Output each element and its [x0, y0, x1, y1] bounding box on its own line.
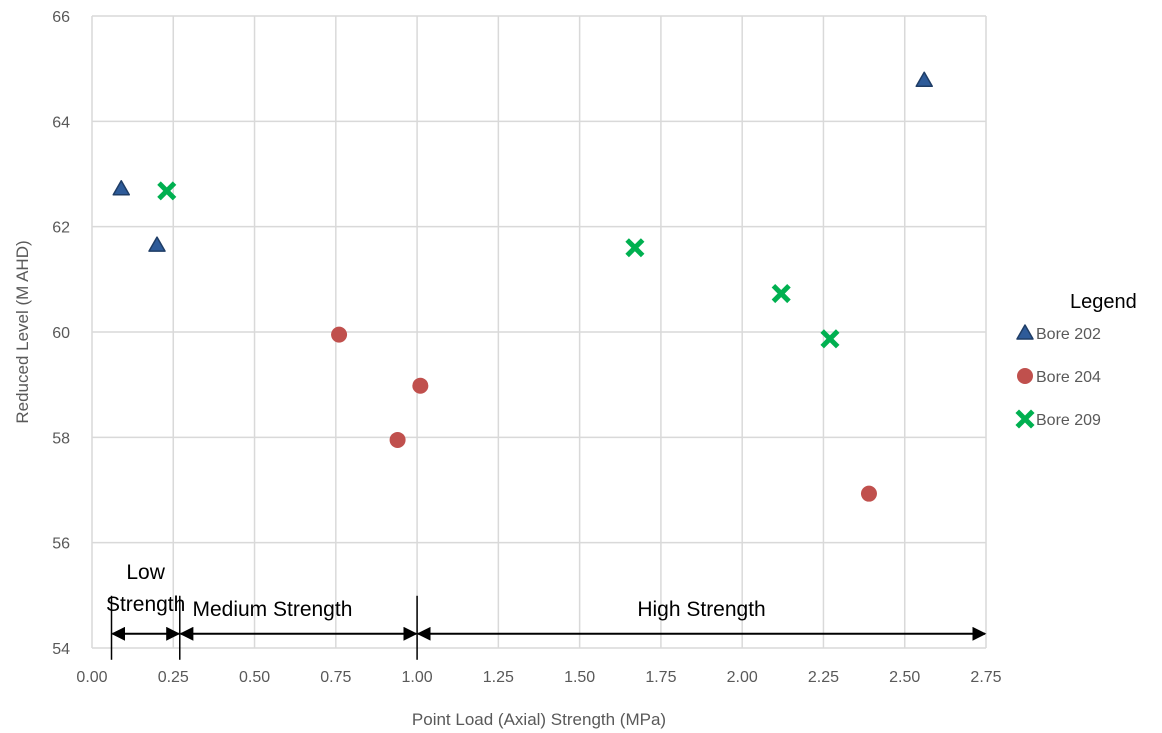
- y-tick-label: 56: [52, 536, 70, 553]
- data-point-circle: [389, 431, 406, 448]
- x-axis-title: Point Load (Axial) Strength (MPa): [412, 710, 666, 729]
- y-tick-label: 64: [52, 114, 70, 131]
- data-point-triangle: [112, 179, 131, 196]
- legend-entry: Bore 209: [1036, 412, 1101, 429]
- x-tick-label: 0.00: [76, 669, 107, 686]
- data-point-cross: [820, 329, 840, 349]
- x-tick-label: 0.75: [320, 669, 351, 686]
- legend-entry: Bore 202: [1036, 326, 1101, 343]
- data-point-triangle: [148, 236, 166, 252]
- zone-label: Strength: [106, 593, 185, 616]
- zone-label: High Strength: [637, 598, 765, 621]
- zone-label: Medium Strength: [192, 598, 352, 621]
- legend-marker-triangle: [1016, 324, 1034, 340]
- data-point-circle: [860, 485, 877, 502]
- y-tick-label: 62: [52, 220, 70, 237]
- x-tick-label: 2.50: [889, 669, 920, 686]
- x-tick-label: 1.50: [564, 669, 595, 686]
- data-point-circle: [331, 326, 348, 343]
- data-point-cross: [625, 238, 645, 258]
- x-tick-label: 2.00: [727, 669, 758, 686]
- x-tick-label: 0.25: [158, 669, 189, 686]
- legend-title: Legend: [1070, 291, 1137, 313]
- x-tick-label: 2.25: [808, 669, 839, 686]
- data-point-triangle: [915, 71, 933, 88]
- legend-marker-circle: [1017, 368, 1033, 384]
- x-tick-label: 2.75: [970, 669, 1001, 686]
- y-tick-label: 60: [52, 325, 70, 342]
- x-tick-label: 1.00: [402, 669, 433, 686]
- y-tick-label: 54: [52, 641, 70, 658]
- data-point-cross: [157, 181, 177, 201]
- zone-label: Low: [126, 561, 165, 584]
- y-axis-title: Reduced Level (M AHD): [13, 240, 32, 423]
- data-point-circle: [412, 377, 429, 394]
- x-tick-label: 0.50: [239, 669, 270, 686]
- legend-entry: Bore 204: [1036, 369, 1101, 386]
- y-tick-label: 66: [52, 9, 70, 26]
- data-point-cross: [771, 284, 791, 304]
- y-tick-label: 58: [52, 430, 70, 447]
- x-tick-label: 1.75: [645, 669, 676, 686]
- x-tick-label: 1.25: [483, 669, 514, 686]
- legend-marker-cross: [1015, 409, 1035, 429]
